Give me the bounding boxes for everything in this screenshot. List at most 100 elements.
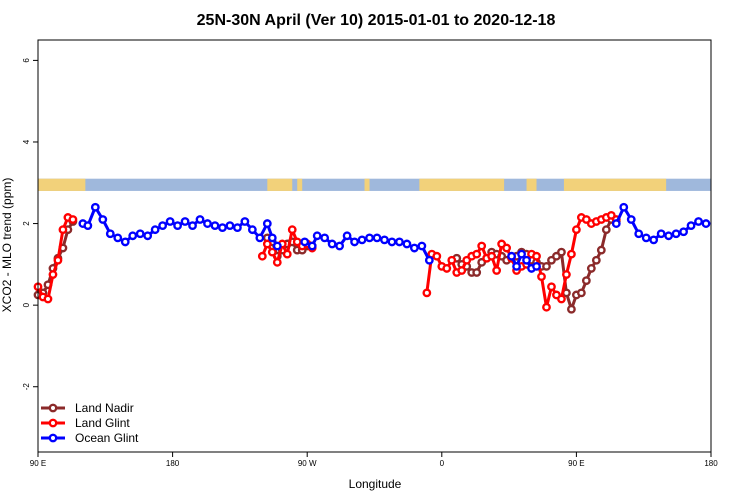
data-point [98,215,108,224]
data-point [218,223,227,233]
data-point [417,241,427,251]
data-point [90,202,100,212]
legend-label: Land Nadir [75,401,134,415]
land-band [38,178,86,191]
data-point [409,243,419,253]
data-point [432,251,442,261]
data-point [557,247,566,257]
data-point [694,217,703,226]
data-point [611,219,621,228]
y-tick-label: -2 [22,383,31,391]
data-point [507,251,516,261]
data-point [572,225,581,235]
data-point [342,231,352,241]
data-point [300,237,310,247]
data-point [567,304,576,314]
data-point [120,237,130,247]
data-point [701,219,711,228]
data-point [619,202,629,212]
data-point [586,264,596,273]
data-point [512,261,521,271]
data-point [532,261,541,271]
data-point [656,229,666,239]
data-point [581,276,591,286]
data-point [472,249,482,259]
x-tick-label: 90 W [298,459,317,468]
data-point [327,239,337,249]
data-point [262,239,272,249]
data-point [48,270,58,279]
data-point [58,225,68,235]
data-point [442,264,452,273]
land-band [419,178,505,191]
y-tick-label: 4 [22,139,31,144]
data-point [596,245,606,255]
legend-marker [48,433,58,443]
y-tick-label: 2 [22,221,31,226]
data-point [402,239,412,249]
legend-label: Ocean Glint [75,431,139,445]
data-point [255,233,265,243]
data-point [320,233,330,243]
data-point [225,221,235,231]
data-point [287,225,297,235]
data-point [447,255,457,265]
data-point [165,217,175,226]
data-point [83,221,93,231]
data-point [487,251,497,261]
plot-area-frame [37,39,712,453]
data-point [335,241,345,251]
data-point [492,266,502,275]
ocean-band [38,178,711,191]
legend-label: Land Glint [75,416,130,430]
data-point [664,231,674,241]
data-point [542,261,551,271]
data-point [686,221,696,231]
data-point [601,225,611,235]
x-axis: 90 E 180 90 W 0 90 E 180 [30,452,718,468]
data-point [267,247,277,257]
land-band [526,178,537,191]
y-tick-label: 0 [22,302,31,307]
data-point [424,255,434,265]
data-point [128,231,138,241]
data-point [233,223,242,233]
x-tick-label: 0 [440,459,445,468]
data-point [517,249,526,259]
y-tick-label: 6 [22,58,31,63]
x-tick-label: 90 E [30,459,46,468]
data-point [537,272,546,281]
data-point [135,229,145,239]
data-point [472,268,482,277]
data-point [502,243,512,253]
data-point [173,221,182,231]
data-point [634,229,644,239]
legend-item: Ocean Glint [41,431,139,445]
land-band [267,178,293,191]
data-point [267,233,277,243]
legend-item: Land Nadir [41,401,134,415]
data-point [240,217,250,226]
data-point [272,257,282,267]
data-point [679,227,688,237]
data-point [542,302,551,312]
data-point [457,266,467,275]
x-axis-label: Longitude [349,477,402,491]
data-point [53,255,63,265]
data-point [195,215,205,224]
chart-title: 25N-30N April (Ver 10) 2015-01-01 to 202… [197,12,556,29]
data-point [312,231,322,241]
series-ocean-glint [78,202,711,273]
data-point [532,251,541,261]
land-band [364,178,370,191]
data-point [641,233,651,243]
x-tick-label: 180 [166,459,180,468]
x-tick-label: 180 [704,459,718,468]
data-point [372,233,382,243]
legend-item: Land Glint [41,416,130,430]
data-point [43,294,53,304]
data-point [350,237,359,247]
data-point [522,255,531,265]
data-point [357,235,367,245]
